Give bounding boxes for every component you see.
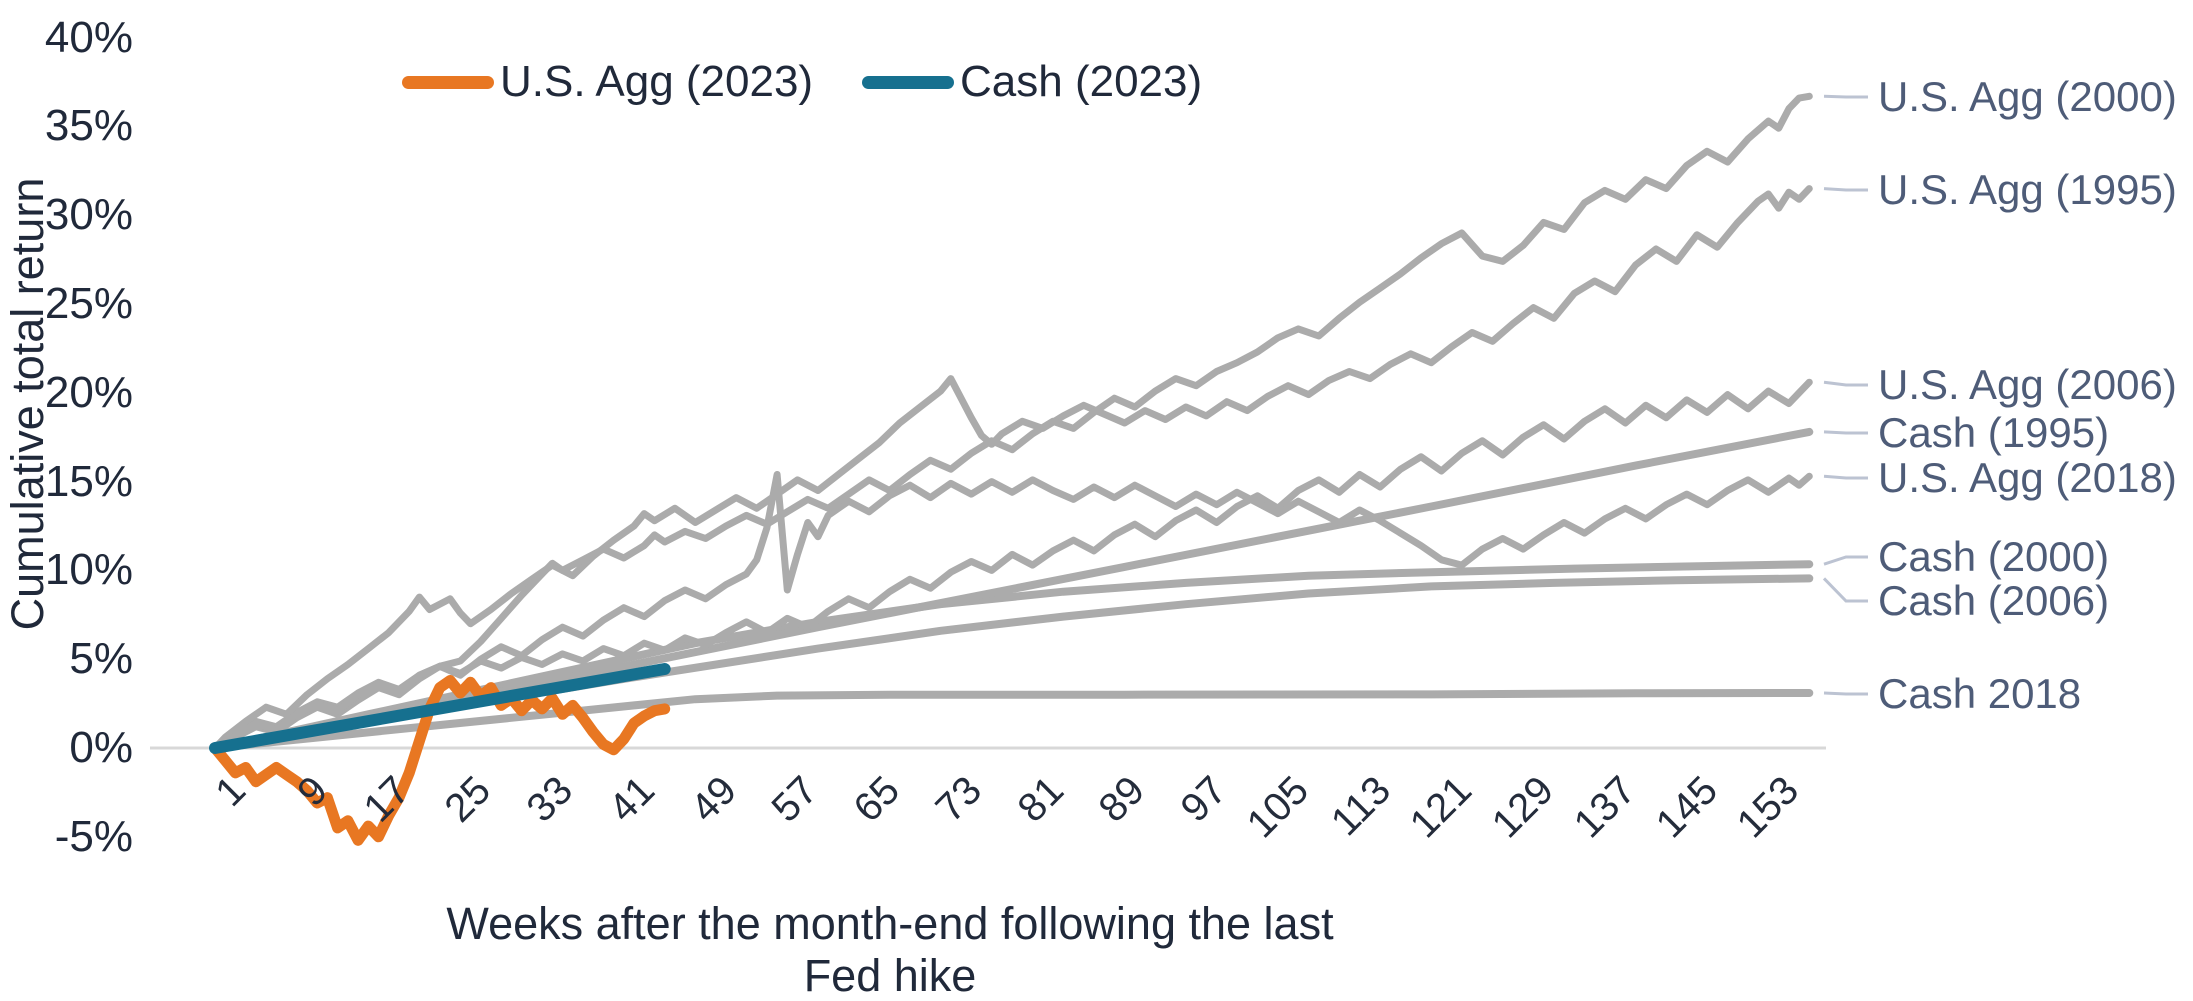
x-axis-title: Weeks after the month-end following the …: [446, 898, 1334, 1001]
series-end-label-agg1995: U.S. Agg (1995): [1878, 166, 2177, 213]
series-end-label-cash2018: Cash 2018: [1878, 670, 2082, 717]
series-end-label-agg2006: U.S. Agg (2006): [1878, 361, 2177, 408]
leader-line-cash1995: [1823, 430, 1868, 435]
leader-line-cash2006: [1822, 577, 1868, 603]
legend: U.S. Agg (2023) Cash (2023): [0, 57, 2193, 106]
series-end-label-cash2006: Cash (2006): [1878, 577, 2110, 624]
leader-line-cash2018: [1823, 691, 1868, 696]
y-tick-5: 5%: [69, 634, 133, 684]
legend-label-cash-2023: Cash (2023): [960, 57, 1203, 106]
series-line-cash1995: [211, 427, 1814, 752]
y-tick-25: 25%: [44, 279, 133, 329]
legend-item-us-agg-2023: U.S. Agg (2023): [402, 57, 814, 106]
series-line-agg2006: [211, 378, 1813, 752]
y-tick--5: -5%: [54, 811, 133, 861]
y-tick-35: 35%: [44, 101, 133, 151]
series-end-label-cash1995: Cash (1995): [1878, 409, 2110, 456]
series-line-agg2023: [209, 675, 671, 846]
series-line-agg2018: [211, 471, 1813, 752]
legend-item-cash-2023: Cash (2023): [862, 57, 1203, 106]
series-end-label-agg2018: U.S. Agg (2018): [1878, 454, 2177, 501]
y-tick-20: 20%: [44, 367, 133, 417]
y-tick-30: 30%: [44, 190, 133, 240]
series-end-label-agg2000: U.S. Agg (2000): [1878, 73, 2177, 120]
y-tick-0: 0%: [69, 723, 133, 772]
legend-swatch-us-agg-2023: [402, 75, 494, 89]
y-tick-40: 40%: [44, 12, 133, 62]
series-end-label-cash2000: Cash (2000): [1878, 533, 2110, 580]
leader-line-agg2006: [1823, 380, 1868, 387]
leader-line-agg2000: [1823, 94, 1868, 99]
legend-swatch-cash-2023: [862, 75, 954, 89]
leader-line-agg2018: [1823, 474, 1868, 480]
series-line-cash2000: [211, 560, 1814, 752]
series-line-cash2018: [211, 689, 1814, 752]
series-line-agg1995: [211, 185, 1813, 752]
series-line-cash2023: [209, 663, 671, 754]
series-line-agg2000: [211, 92, 1813, 752]
leader-line-agg1995: [1823, 187, 1868, 192]
y-tick-15: 15%: [44, 456, 133, 506]
legend-label-us-agg-2023: U.S. Agg (2023): [500, 57, 814, 106]
y-tick-10: 10%: [44, 545, 133, 595]
leader-line-cash2000: [1823, 555, 1868, 566]
